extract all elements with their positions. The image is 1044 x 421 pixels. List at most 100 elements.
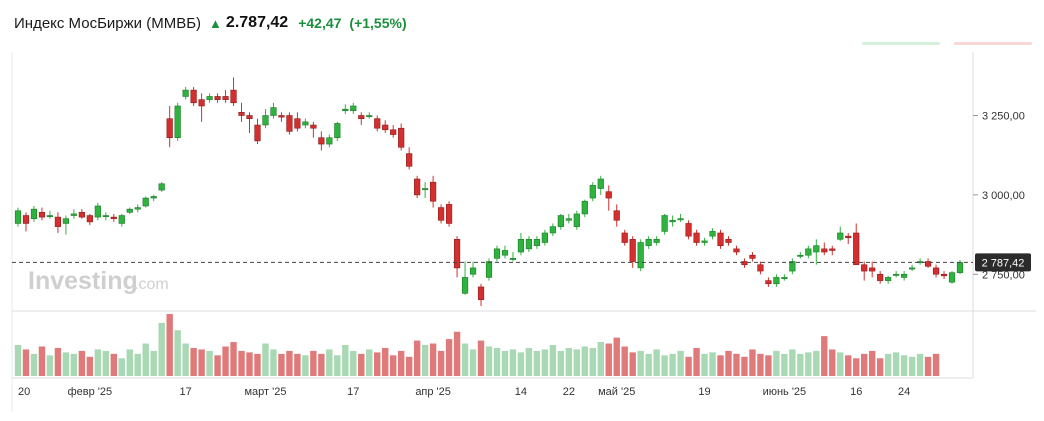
candle[interactable] [38,207,46,221]
candle[interactable] [853,223,860,266]
candle[interactable] [813,239,820,265]
candle[interactable] [390,125,397,138]
candle[interactable] [46,210,54,219]
candle[interactable] [677,213,684,222]
candle[interactable] [150,194,157,202]
candle[interactable] [805,245,812,259]
candle[interactable] [382,120,389,133]
candle[interactable] [174,102,181,141]
candle[interactable] [509,252,517,262]
candle[interactable] [533,236,540,249]
candle[interactable] [821,242,828,256]
candle[interactable] [246,112,253,133]
candle[interactable] [406,147,413,170]
candle[interactable] [358,112,365,126]
candle[interactable] [940,271,948,280]
candle[interactable] [629,236,636,268]
candle[interactable] [342,104,349,114]
candle[interactable] [198,93,205,122]
candle[interactable] [541,229,548,246]
candle[interactable] [653,236,660,246]
candle[interactable] [909,264,916,272]
candle[interactable] [517,232,525,256]
candle[interactable] [374,115,381,132]
candle[interactable] [461,261,469,295]
candle[interactable] [621,229,628,246]
candle[interactable] [645,236,652,249]
candle[interactable] [254,118,261,145]
candle[interactable] [725,236,732,246]
candle[interactable] [573,210,580,230]
candle[interactable] [669,215,676,227]
candle[interactable] [310,121,317,138]
candle[interactable] [334,121,341,141]
candle[interactable] [501,245,509,259]
candle[interactable] [613,204,620,227]
candle[interactable] [94,202,101,221]
candle[interactable] [262,109,269,129]
candle[interactable] [797,252,804,259]
candle[interactable] [366,112,373,119]
candle[interactable] [110,213,117,222]
candle[interactable] [166,105,173,148]
candle[interactable] [477,283,485,306]
candle[interactable] [837,226,844,241]
candle[interactable] [773,274,780,287]
candle[interactable] [661,213,668,235]
candle[interactable] [717,229,724,249]
candle[interactable] [565,213,572,224]
candle[interactable] [294,112,301,132]
candle[interactable] [549,223,556,237]
candle[interactable] [438,204,445,224]
candle[interactable] [230,77,237,106]
candle[interactable] [22,212,30,232]
candle[interactable] [733,245,740,256]
candle[interactable] [893,271,900,278]
candle[interactable] [581,199,588,218]
candle[interactable] [126,207,133,214]
candle[interactable] [134,204,141,213]
candle[interactable] [318,131,325,151]
candle[interactable] [469,261,477,278]
candle[interactable] [901,271,908,281]
candle[interactable] [286,112,293,135]
candle[interactable] [30,205,38,222]
candle[interactable] [861,261,868,281]
candle[interactable] [789,258,796,275]
candle[interactable] [885,275,892,284]
candle[interactable] [701,237,708,246]
candle[interactable] [557,213,564,230]
candle[interactable] [222,90,229,103]
candle[interactable] [765,277,772,287]
candle[interactable] [916,258,924,265]
candle[interactable] [14,207,22,227]
candle[interactable] [398,123,405,151]
candle[interactable] [637,239,644,272]
candle[interactable] [350,102,357,114]
candle[interactable] [430,175,437,208]
candle[interactable] [78,209,85,219]
candle[interactable] [829,245,836,256]
candle[interactable] [741,258,748,268]
candle[interactable] [238,102,245,122]
candle[interactable] [326,134,333,148]
candle[interactable] [493,245,501,262]
candle[interactable] [214,93,221,103]
candle[interactable] [414,175,421,199]
candle[interactable] [54,212,62,233]
candle[interactable] [525,236,533,253]
candle[interactable] [86,213,93,226]
candle[interactable] [158,182,165,192]
candle[interactable] [142,196,149,208]
candle[interactable] [589,182,596,202]
candle[interactable] [693,229,700,246]
candle[interactable] [278,112,285,122]
candle[interactable] [948,271,956,284]
candle[interactable] [270,102,277,119]
candle[interactable] [206,93,213,103]
candle[interactable] [877,271,884,284]
candle[interactable] [302,118,309,129]
candle[interactable] [422,182,429,199]
candle[interactable] [781,274,788,281]
candle[interactable] [118,213,125,227]
